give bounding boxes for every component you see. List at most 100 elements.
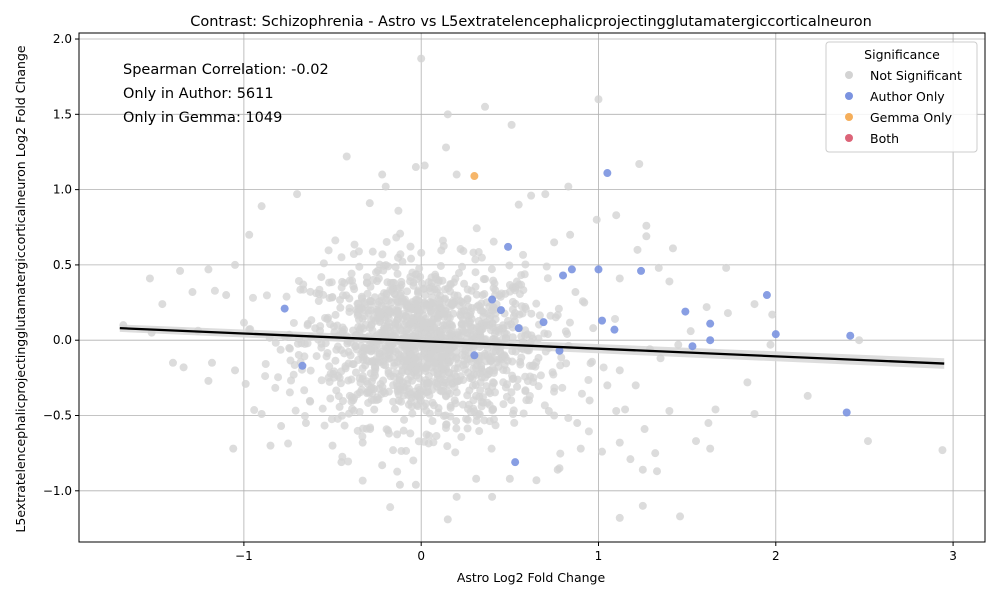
not-significant-point <box>374 384 383 393</box>
not-significant-point <box>393 467 402 476</box>
not-significant-point <box>855 336 864 345</box>
not-significant-point <box>521 326 530 335</box>
legend-marker <box>845 113 853 121</box>
y-tick-label: 2.0 <box>53 32 72 46</box>
not-significant-point <box>231 366 240 375</box>
not-significant-point <box>556 449 565 458</box>
not-significant-point <box>521 260 530 269</box>
not-significant-point <box>366 423 375 432</box>
legend-label: Not Significant <box>870 68 962 83</box>
not-significant-point <box>491 421 500 430</box>
not-significant-point <box>938 446 947 455</box>
not-significant-point <box>284 439 293 448</box>
not-significant-point <box>508 297 517 306</box>
not-significant-point <box>338 323 347 332</box>
not-significant-point <box>573 419 582 428</box>
legend-box <box>825 41 978 153</box>
y-tick-label: −1.0 <box>43 484 72 498</box>
not-significant-point <box>340 349 349 358</box>
not-significant-point <box>317 273 326 282</box>
not-significant-point <box>438 352 447 361</box>
author-only-point <box>280 304 289 313</box>
not-significant-point <box>413 288 422 297</box>
not-significant-point <box>471 363 480 372</box>
not-significant-point <box>443 110 452 119</box>
not-significant-point <box>508 333 517 342</box>
not-significant-point <box>325 293 334 302</box>
not-significant-point <box>380 330 389 339</box>
not-significant-point <box>415 264 424 273</box>
not-significant-point <box>317 376 326 385</box>
not-significant-point <box>245 325 254 334</box>
not-significant-point <box>665 277 674 286</box>
not-significant-point <box>452 424 461 433</box>
not-significant-point <box>459 307 468 316</box>
not-significant-point <box>452 354 461 363</box>
not-significant-point <box>768 310 777 319</box>
not-significant-point <box>341 364 350 373</box>
not-significant-point <box>480 351 489 360</box>
not-significant-point <box>505 261 514 270</box>
not-significant-point <box>399 426 408 435</box>
not-significant-point <box>557 353 566 362</box>
not-significant-point <box>370 405 379 414</box>
regression-line-group <box>119 327 945 365</box>
not-significant-point <box>355 388 364 397</box>
not-significant-point <box>261 372 270 381</box>
not-significant-point <box>489 303 498 312</box>
y-tick-label: 0.0 <box>53 333 72 347</box>
not-significant-point <box>489 347 498 356</box>
not-significant-point <box>489 284 498 293</box>
not-significant-point <box>327 415 336 424</box>
not-significant-point <box>393 430 402 439</box>
not-significant-point <box>535 311 544 320</box>
not-significant-point <box>391 318 400 327</box>
not-significant-point <box>521 372 530 381</box>
not-significant-point <box>393 308 402 317</box>
author-only-point <box>762 291 771 300</box>
not-significant-point <box>285 388 294 397</box>
not-significant-point <box>337 253 346 262</box>
not-significant-point <box>346 351 355 360</box>
not-significant-point <box>499 400 508 409</box>
y-axis-ticks: −1.0 −0.5 0.0 0.5 1.0 1.5 2.0 <box>43 32 79 498</box>
not-significant-point <box>635 160 644 169</box>
not-significant-point <box>514 280 523 289</box>
not-significant-point <box>406 398 415 407</box>
author-only-point <box>688 342 697 351</box>
not-significant-point <box>407 304 416 313</box>
not-significant-point <box>368 247 377 256</box>
not-significant-point <box>413 295 422 304</box>
not-significant-point <box>668 244 677 253</box>
not-significant-point <box>529 373 538 382</box>
author-only-point <box>598 316 607 325</box>
not-significant-point <box>443 515 452 524</box>
not-significant-point <box>382 425 391 434</box>
author-only-point <box>771 330 780 339</box>
legend-entries: Not Significant Author Only Gemma Only Both <box>845 68 962 146</box>
not-significant-point <box>367 321 376 330</box>
not-significant-point <box>325 362 334 371</box>
not-significant-point <box>514 200 523 209</box>
not-significant-point <box>359 324 368 333</box>
not-significant-point <box>484 387 493 396</box>
y-tick-label: −0.5 <box>43 409 72 423</box>
not-significant-point <box>204 265 213 274</box>
not-significant-point <box>360 343 369 352</box>
not-significant-point <box>510 317 519 326</box>
not-significant-point <box>750 409 759 418</box>
x-tick-label: 2 <box>772 549 780 563</box>
author-only-point <box>514 324 523 333</box>
not-significant-point <box>454 269 463 278</box>
not-significant-point <box>503 321 512 330</box>
not-significant-point <box>379 376 388 385</box>
not-significant-point <box>423 362 432 371</box>
not-significant-point <box>487 265 496 274</box>
not-significant-point <box>324 313 333 322</box>
author-only-point <box>706 319 715 328</box>
legend-label: Gemma Only <box>870 110 953 125</box>
not-significant-point <box>517 353 526 362</box>
not-significant-point <box>413 402 422 411</box>
significant-points <box>280 169 855 467</box>
